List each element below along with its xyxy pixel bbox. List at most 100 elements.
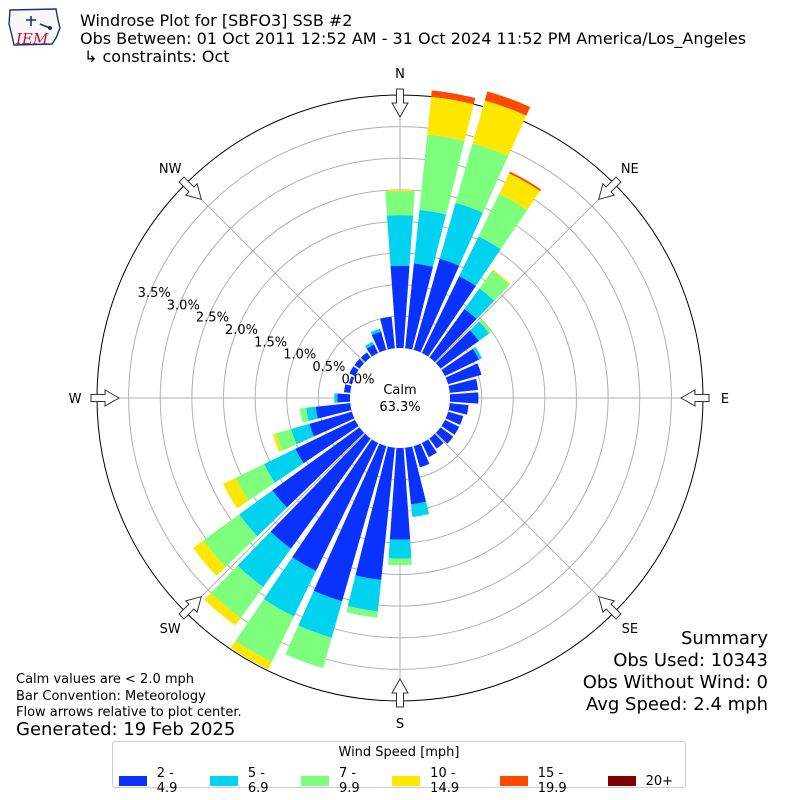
legend-label-5: 20+ <box>645 773 673 789</box>
bar-dir-190-bin-0 <box>355 446 395 580</box>
bar-dir-190-bin-2 <box>346 605 378 618</box>
bar-dir-260-bin-0 <box>315 403 352 419</box>
bar-dir-230-bin-2 <box>203 514 258 568</box>
bar-dir-240-bin-2 <box>235 464 275 501</box>
summary-avg-speed: Avg Speed: 2.4 mph <box>586 694 768 715</box>
constraints: ↳ constraints: Oct <box>84 47 230 66</box>
calm-value: 63.3% <box>379 400 421 415</box>
bar-dir-70-bin-0 <box>445 363 482 385</box>
bar-dir-330-bin-0 <box>366 344 379 357</box>
flow-arrow-e <box>679 389 710 407</box>
bar-dir-10-bin-4 <box>431 90 476 105</box>
bar-dir-30-bin-3 <box>499 173 541 210</box>
compass-label-sw: SW <box>160 622 181 637</box>
bar-dir-340-bin-0 <box>371 331 387 353</box>
bar-dir-50-bin-2 <box>479 319 492 334</box>
legend-item-3: 10 - 14.9 <box>392 766 488 796</box>
bar-dir-230-bin-0 <box>272 427 365 508</box>
summary-obs-without-wind: Obs Without Wind: 0 <box>582 672 768 693</box>
bar-dir-100-bin-0 <box>448 403 469 415</box>
radial-tick-label-6: 3.0% <box>167 298 200 313</box>
bar-dir-220-bin-0 <box>270 433 371 549</box>
bar-dir-200-bin-2 <box>285 625 332 669</box>
generated-date: Generated: 19 Feb 2025 <box>16 719 236 740</box>
bar-dir-250-bin-2 <box>275 429 297 451</box>
compass-label-e: E <box>721 392 729 407</box>
bar-dir-210-bin-3 <box>230 641 272 670</box>
bar-dir-110-bin-0 <box>445 411 464 425</box>
legend-items: 2 - 4.9 5 - 6.9 7 - 9.9 10 - 14.9 15 - 19.9 2… <box>119 766 685 796</box>
compass-label-w: W <box>69 392 82 407</box>
bar-dir-180-bin-0 <box>389 447 411 540</box>
summary-title: Summary <box>681 628 768 649</box>
bar-dir-30-bin-1 <box>459 236 501 286</box>
bar-dir-300-bin-0 <box>349 366 359 377</box>
legend-item-5: 20+ <box>607 773 673 789</box>
bar-dir-270-bin-0 <box>337 393 351 403</box>
legend-swatch-4 <box>500 776 528 786</box>
flow-arrow-se <box>597 595 622 620</box>
radial-tick-label-1: 0.5% <box>312 360 345 375</box>
spoke-225 <box>185 433 365 613</box>
bar-convention: Bar Convention: Meteorology <box>16 689 206 704</box>
legend-swatch-3 <box>392 776 421 786</box>
bar-dir-240-bin-0 <box>295 419 359 464</box>
bar-dir-90-bin-0 <box>449 392 479 404</box>
bar-dir-150-bin-0 <box>421 439 437 458</box>
flow-arrow-sw <box>178 595 203 620</box>
calm-label: Calm <box>383 383 417 398</box>
bar-dir-20-bin-4 <box>484 91 531 116</box>
spoke-315 <box>185 183 365 363</box>
legend-label-4: 15 - 19.9 <box>537 766 567 796</box>
bar-dir-210-bin-1 <box>263 557 316 617</box>
bar-dir-190-bin-1 <box>347 575 382 612</box>
calm-note: Calm values are < 2.0 mph <box>16 672 195 687</box>
bar-dir-170-bin-0 <box>405 446 427 505</box>
bar-dir-220-bin-2 <box>211 565 264 618</box>
bar-dir-130-bin-0 <box>435 427 454 444</box>
obs-between: Obs Between: 01 Oct 2011 12:52 AM - 31 O… <box>80 29 747 48</box>
summary-obs-used: Obs Used: 10343 <box>613 650 768 671</box>
bar-dir-260-bin-1 <box>306 406 318 421</box>
radial-tick-label-4: 2.0% <box>225 323 258 338</box>
iem-logo: IEM <box>6 6 62 50</box>
bar-dir-140-bin-0 <box>429 433 444 449</box>
spoke-45 <box>435 183 615 363</box>
bar-dir-250-bin-0 <box>309 411 355 437</box>
legend-title: Wind Speed [mph] <box>338 745 460 760</box>
legend-label-3: 10 - 14.9 <box>430 766 460 796</box>
legend-item-0: 2 - 4.9 <box>119 766 198 796</box>
bar-dir-220-bin-1 <box>237 531 291 588</box>
compass-label-s: S <box>396 717 404 732</box>
flow-arrow-ne <box>597 176 622 201</box>
bar-dir-340-bin-1 <box>370 328 382 336</box>
bar-dir-20-bin-0 <box>413 258 460 353</box>
bar-dir-0-bin-2 <box>385 191 415 216</box>
legend-item-1: 5 - 6.9 <box>210 766 289 796</box>
bar-dir-180-bin-2 <box>388 558 412 566</box>
flow-arrow-nw <box>178 176 203 201</box>
bar-dir-250-bin-3 <box>272 433 283 452</box>
bar-dir-330-bin-1 <box>364 341 375 349</box>
bar-dir-20-bin-1 <box>439 202 483 266</box>
bar-dir-0-bin-3 <box>385 189 415 192</box>
bar-dir-230-bin-1 <box>239 490 287 537</box>
radial-tick-label-3: 1.5% <box>254 335 287 350</box>
bar-dir-30-bin-4 <box>509 171 542 192</box>
bar-dir-10-bin-2 <box>419 134 465 215</box>
legend-swatch-0 <box>119 776 147 786</box>
bar-dir-170-bin-1 <box>410 501 430 517</box>
radial-tick-label-0: 0.0% <box>341 372 374 387</box>
iowa-state-icon <box>8 8 61 46</box>
calm-circle <box>350 348 450 448</box>
bar-dir-160-bin-0 <box>413 443 430 468</box>
bar-dir-80-bin-0 <box>448 378 479 393</box>
bar-dir-240-bin-3 <box>223 477 249 509</box>
legend-swatch-1 <box>210 776 238 786</box>
flow-arrow-w <box>90 389 121 407</box>
bar-dir-10-bin-1 <box>413 209 447 267</box>
legend-item-4: 15 - 19.9 <box>500 766 596 796</box>
bar-dir-10-bin-0 <box>405 263 433 350</box>
bar-dir-260-bin-2 <box>299 407 309 423</box>
bar-dir-210-bin-0 <box>292 439 379 571</box>
